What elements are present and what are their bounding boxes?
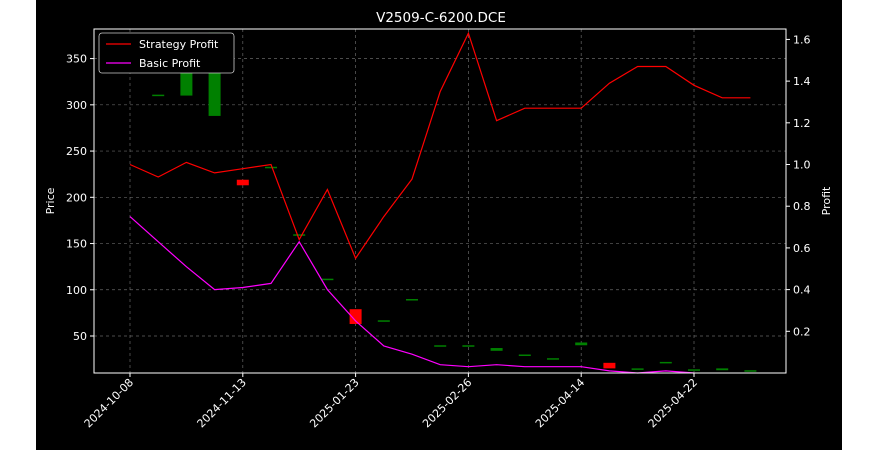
y-right-tick-label: 1.4 bbox=[793, 75, 811, 88]
candle bbox=[462, 345, 475, 347]
y-right-tick-label: 1.0 bbox=[793, 159, 811, 172]
y-right-tick-label: 0.8 bbox=[793, 200, 811, 213]
y-left-tick-label: 250 bbox=[66, 145, 87, 158]
candle bbox=[377, 320, 390, 322]
candle bbox=[321, 278, 334, 281]
candle bbox=[490, 348, 503, 351]
y-axis-right-label: Profit bbox=[820, 186, 833, 215]
legend: Strategy Profit Basic Profit bbox=[98, 32, 235, 74]
x-tick-label: 2024-10-08 bbox=[82, 376, 136, 430]
y-left-tick-label: 100 bbox=[66, 284, 87, 297]
line-layer bbox=[129, 31, 751, 374]
chart-figure: V2509-C-6200.DCE Price Profit 50 100 150 20… bbox=[36, 0, 842, 450]
candle bbox=[236, 179, 249, 186]
y-left-tick-label: 200 bbox=[66, 191, 87, 204]
x-tick-label: 2025-02-26 bbox=[420, 376, 474, 430]
legend-label-strategy-profit: Strategy Profit bbox=[139, 38, 219, 51]
y-right-tick-label: 0.6 bbox=[793, 242, 811, 255]
candle bbox=[603, 362, 616, 369]
x-tick-label: 2025-04-14 bbox=[533, 376, 587, 430]
candle bbox=[631, 368, 644, 370]
candle bbox=[547, 358, 559, 360]
plot-frame bbox=[93, 28, 787, 374]
x-tick-label: 2025-04-22 bbox=[646, 376, 700, 430]
x-tick-label: 2025-01-23 bbox=[307, 376, 361, 430]
candle bbox=[518, 354, 531, 357]
candle bbox=[716, 368, 729, 371]
candle bbox=[349, 309, 362, 324]
y-left-tick-label: 350 bbox=[66, 53, 87, 66]
candle bbox=[152, 94, 165, 97]
candle bbox=[575, 342, 588, 346]
chart-title: V2509-C-6200.DCE bbox=[376, 10, 506, 26]
strategy-profit-line bbox=[129, 31, 751, 260]
y-left-tick-label: 300 bbox=[66, 99, 87, 112]
legend-label-basic-profit: Basic Profit bbox=[139, 57, 201, 70]
legend-box bbox=[98, 32, 235, 74]
candle bbox=[265, 166, 277, 169]
y-right-tick-label: 0.4 bbox=[793, 284, 811, 297]
basic-profit-line bbox=[129, 216, 695, 374]
y-right-tick-label: 0.2 bbox=[793, 325, 811, 338]
candle bbox=[434, 345, 447, 347]
y-right-tick-label: 1.6 bbox=[793, 33, 811, 46]
y-left-tick-label: 50 bbox=[73, 330, 87, 343]
y-left-tick-label: 150 bbox=[66, 238, 87, 251]
candle bbox=[744, 370, 757, 372]
y-right-tick-label: 1.2 bbox=[793, 117, 811, 130]
grid-layer bbox=[94, 29, 786, 373]
candle bbox=[688, 369, 700, 371]
x-tick-label: 2024-11-13 bbox=[195, 376, 249, 430]
chart-svg: V2509-C-6200.DCE Price Profit 50 100 150 20… bbox=[44, 10, 833, 430]
candle bbox=[406, 299, 418, 301]
candle bbox=[659, 361, 672, 364]
candle bbox=[293, 234, 306, 236]
y-axis-left-label: Price bbox=[44, 187, 57, 214]
